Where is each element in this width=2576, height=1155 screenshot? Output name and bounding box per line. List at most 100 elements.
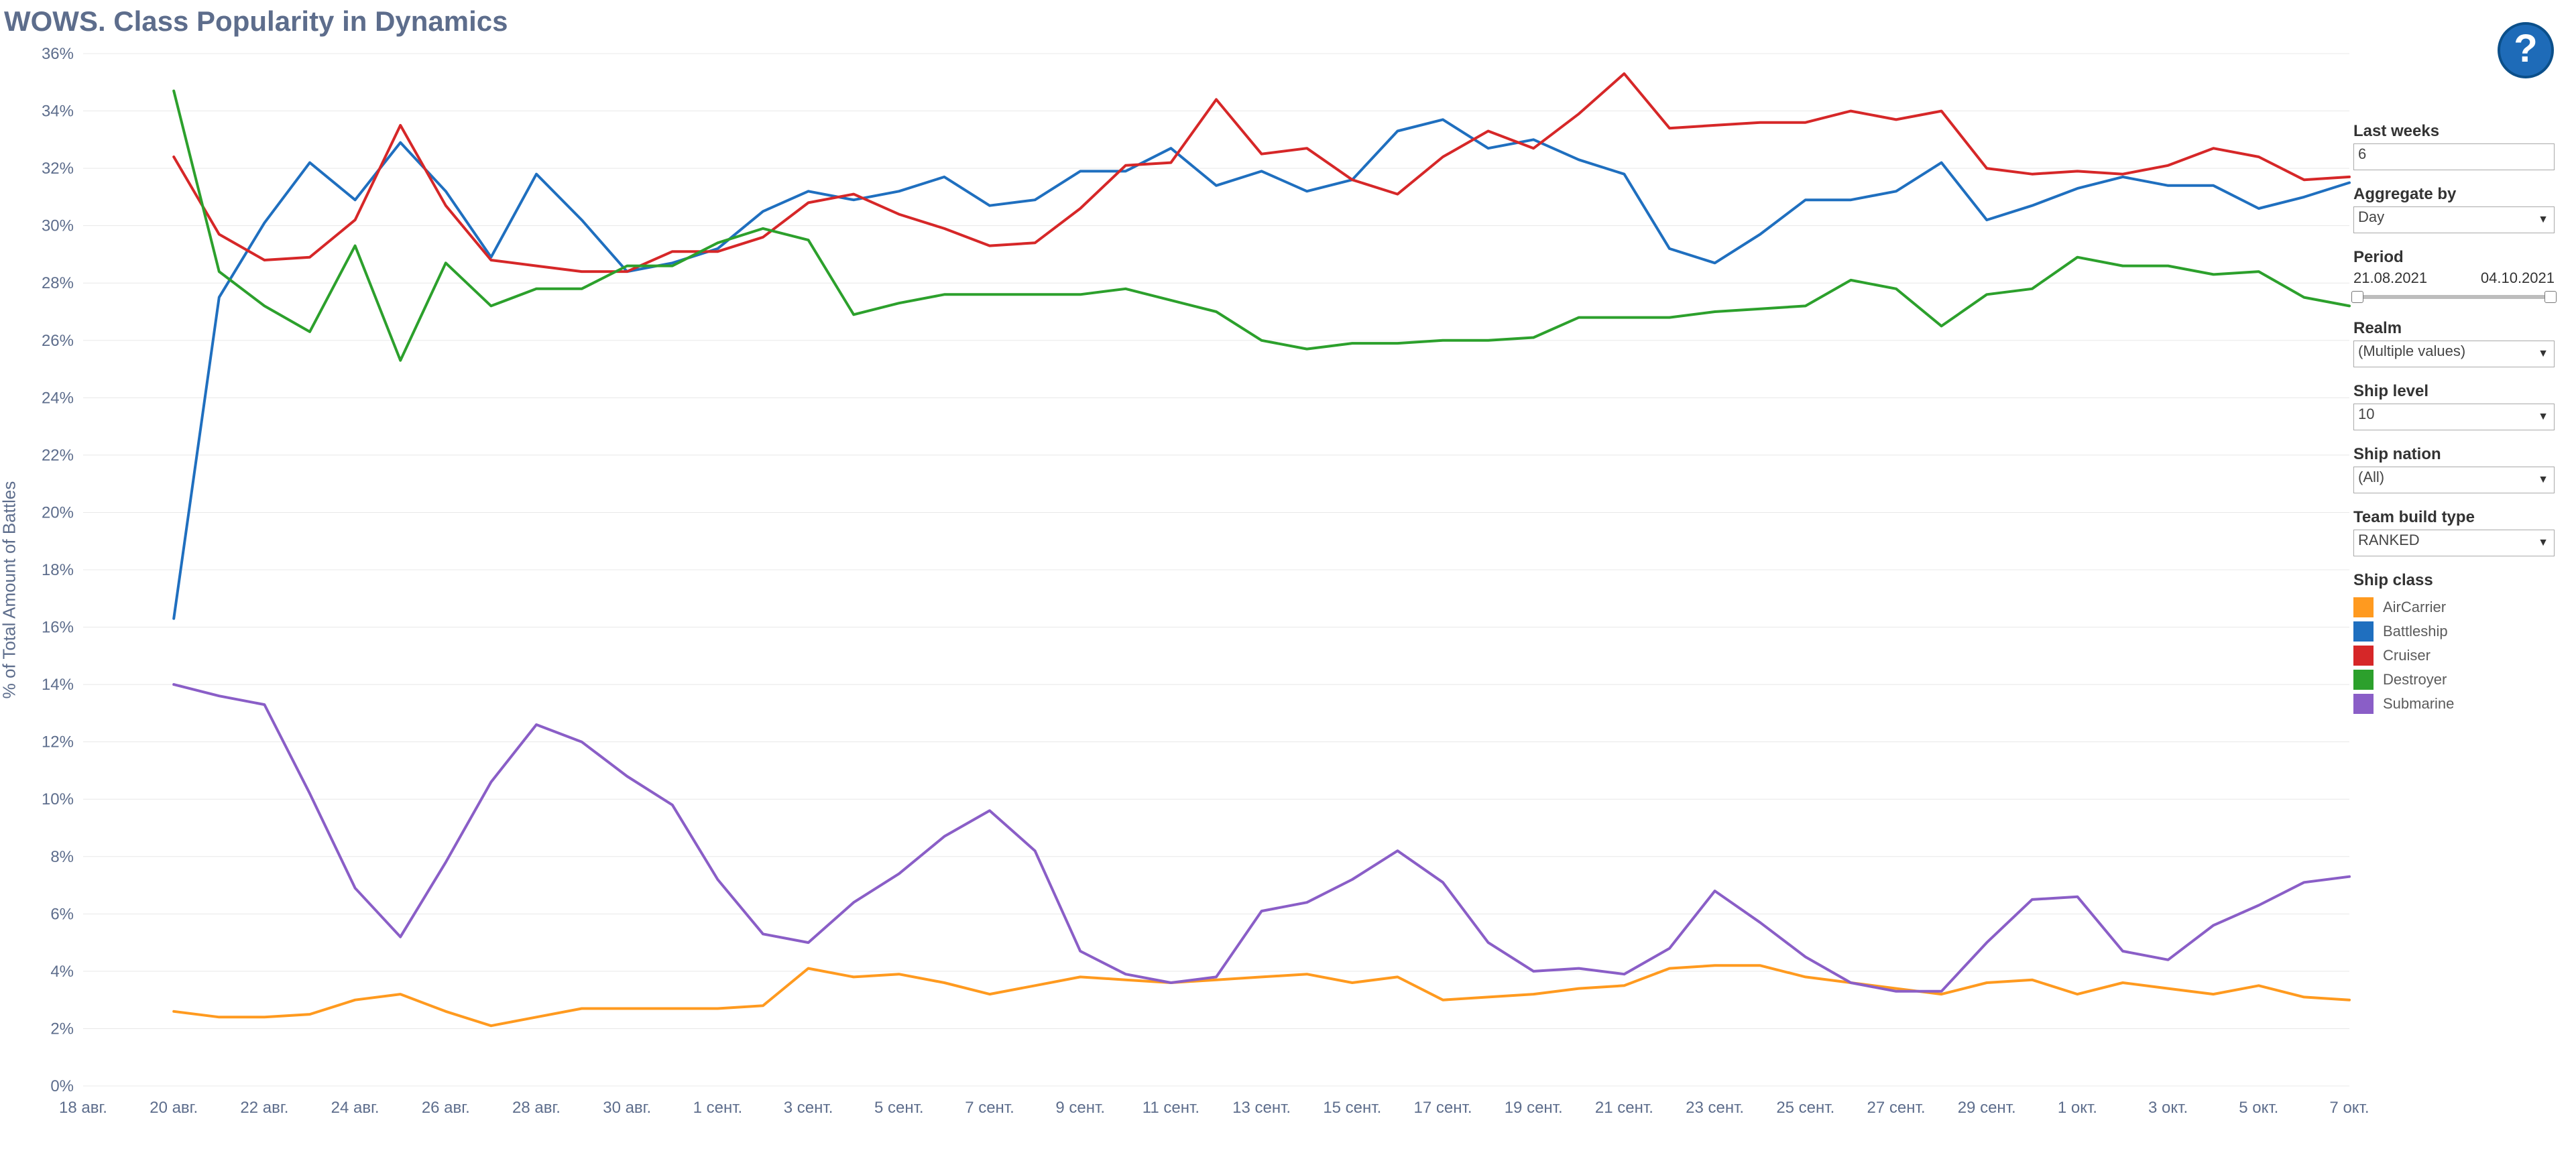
svg-text:0%: 0% — [50, 1077, 74, 1095]
legend-item[interactable]: AirCarrier — [2353, 595, 2555, 619]
svg-text:10%: 10% — [42, 790, 74, 808]
svg-text:21 сент.: 21 сент. — [1595, 1099, 1653, 1117]
svg-text:26%: 26% — [42, 332, 74, 350]
svg-text:32%: 32% — [42, 160, 74, 178]
legend-item[interactable]: Submarine — [2353, 692, 2555, 716]
period-label: Period — [2353, 248, 2555, 267]
period-slider-knob-left[interactable] — [2351, 291, 2363, 303]
svg-text:13 сент.: 13 сент. — [1232, 1099, 1291, 1117]
svg-text:5 окт.: 5 окт. — [2239, 1099, 2278, 1117]
ship-level-label: Ship level — [2353, 382, 2555, 401]
svg-text:7 сент.: 7 сент. — [965, 1099, 1014, 1117]
ship-level-value: 10 — [2358, 406, 2374, 422]
svg-text:24%: 24% — [42, 389, 74, 407]
team-build-type-value: RANKED — [2358, 532, 2420, 548]
svg-text:27 сент.: 27 сент. — [1867, 1099, 1926, 1117]
svg-text:11 сент.: 11 сент. — [1143, 1099, 1199, 1117]
realm-select[interactable]: (Multiple values) ▼ — [2353, 341, 2555, 367]
chevron-down-icon: ▼ — [2538, 214, 2549, 226]
last-weeks-value: 6 — [2358, 145, 2366, 162]
svg-text:29 сент.: 29 сент. — [1958, 1099, 2016, 1117]
legend-swatch — [2353, 621, 2374, 642]
chart-area: % of Total Amount of Battles 0%2%4%6%8%1… — [16, 47, 2376, 1133]
svg-text:30 авг.: 30 авг. — [603, 1099, 651, 1117]
legend-label: Cruiser — [2383, 647, 2431, 664]
legend-item[interactable]: Battleship — [2353, 619, 2555, 644]
series-Battleship — [174, 119, 2349, 618]
svg-text:23 сент.: 23 сент. — [1686, 1099, 1744, 1117]
legend-item[interactable]: Destroyer — [2353, 668, 2555, 692]
realm-value: (Multiple values) — [2358, 343, 2465, 359]
svg-text:8%: 8% — [50, 848, 74, 866]
series-AirCarrier — [174, 965, 2349, 1026]
last-weeks-input[interactable]: 6 — [2353, 143, 2555, 170]
legend-label: Battleship — [2383, 623, 2448, 640]
controls-panel: Last weeks 6 Aggregate by Day ▼ Period 2… — [2353, 107, 2555, 716]
legend-swatch — [2353, 646, 2374, 666]
aggregate-by-select[interactable]: Day ▼ — [2353, 206, 2555, 233]
dashboard-frame: WOWS. Class Popularity in Dynamics ? % o… — [0, 0, 2576, 1155]
svg-text:24 авг.: 24 авг. — [331, 1099, 379, 1117]
page-title: WOWS. Class Popularity in Dynamics — [4, 5, 508, 38]
svg-text:2%: 2% — [50, 1020, 74, 1038]
chevron-down-icon: ▼ — [2538, 537, 2549, 549]
legend-label: AirCarrier — [2383, 599, 2446, 616]
legend-swatch — [2353, 670, 2374, 690]
aggregate-by-label: Aggregate by — [2353, 185, 2555, 204]
svg-text:19 сент.: 19 сент. — [1505, 1099, 1563, 1117]
team-build-type-select[interactable]: RANKED ▼ — [2353, 530, 2555, 556]
series-Submarine — [174, 684, 2349, 991]
svg-text:28 авг.: 28 авг. — [512, 1099, 561, 1117]
legend: Ship class AirCarrier Battleship Cruiser De… — [2353, 571, 2555, 716]
period-from: 21.08.2021 — [2353, 269, 2427, 287]
svg-text:6%: 6% — [50, 905, 74, 923]
svg-text:4%: 4% — [50, 963, 74, 981]
ship-nation-label: Ship nation — [2353, 445, 2555, 464]
svg-text:17 сент.: 17 сент. — [1414, 1099, 1472, 1117]
legend-swatch — [2353, 597, 2374, 617]
svg-text:7 окт.: 7 окт. — [2329, 1099, 2369, 1117]
last-weeks-label: Last weeks — [2353, 122, 2555, 141]
legend-label: Submarine — [2383, 695, 2454, 713]
aggregate-by-value: Day — [2358, 208, 2384, 225]
legend-label: Destroyer — [2383, 671, 2447, 688]
svg-text:18 авг.: 18 авг. — [59, 1099, 107, 1117]
team-build-type-label: Team build type — [2353, 508, 2555, 527]
period-slider[interactable] — [2353, 290, 2555, 304]
chevron-down-icon: ▼ — [2538, 348, 2549, 360]
svg-text:36%: 36% — [42, 47, 74, 63]
svg-text:3 окт.: 3 окт. — [2148, 1099, 2188, 1117]
svg-text:9 сент.: 9 сент. — [1055, 1099, 1105, 1117]
realm-label: Realm — [2353, 319, 2555, 338]
svg-text:?: ? — [2514, 27, 2537, 70]
svg-text:25 сент.: 25 сент. — [1776, 1099, 1834, 1117]
period-to: 04.10.2021 — [2481, 269, 2555, 287]
svg-text:3 сент.: 3 сент. — [784, 1099, 833, 1117]
svg-text:15 сент.: 15 сент. — [1323, 1099, 1381, 1117]
svg-text:34%: 34% — [42, 103, 74, 121]
line-chart: 0%2%4%6%8%10%12%14%16%18%20%22%24%26%28%… — [16, 47, 2376, 1133]
legend-item[interactable]: Cruiser — [2353, 644, 2555, 668]
svg-text:5 сент.: 5 сент. — [874, 1099, 924, 1117]
chevron-down-icon: ▼ — [2538, 474, 2549, 486]
svg-text:20 авг.: 20 авг. — [150, 1099, 198, 1117]
ship-nation-select[interactable]: (All) ▼ — [2353, 467, 2555, 493]
ship-level-select[interactable]: 10 ▼ — [2353, 404, 2555, 430]
svg-text:14%: 14% — [42, 676, 74, 694]
help-icon[interactable]: ? — [2497, 21, 2555, 79]
legend-title: Ship class — [2353, 571, 2555, 590]
svg-text:16%: 16% — [42, 619, 74, 637]
svg-text:1 окт.: 1 окт. — [2058, 1099, 2097, 1117]
svg-text:30%: 30% — [42, 217, 74, 235]
ship-nation-value: (All) — [2358, 469, 2384, 485]
svg-text:12%: 12% — [42, 733, 74, 751]
period-slider-knob-right[interactable] — [2544, 291, 2557, 303]
svg-text:18%: 18% — [42, 561, 74, 579]
svg-text:22%: 22% — [42, 446, 74, 465]
svg-text:26 авг.: 26 авг. — [422, 1099, 470, 1117]
legend-swatch — [2353, 694, 2374, 714]
svg-text:20%: 20% — [42, 503, 74, 522]
svg-text:1 сент.: 1 сент. — [693, 1099, 743, 1117]
chevron-down-icon: ▼ — [2538, 411, 2549, 423]
svg-text:22 авг.: 22 авг. — [240, 1099, 288, 1117]
